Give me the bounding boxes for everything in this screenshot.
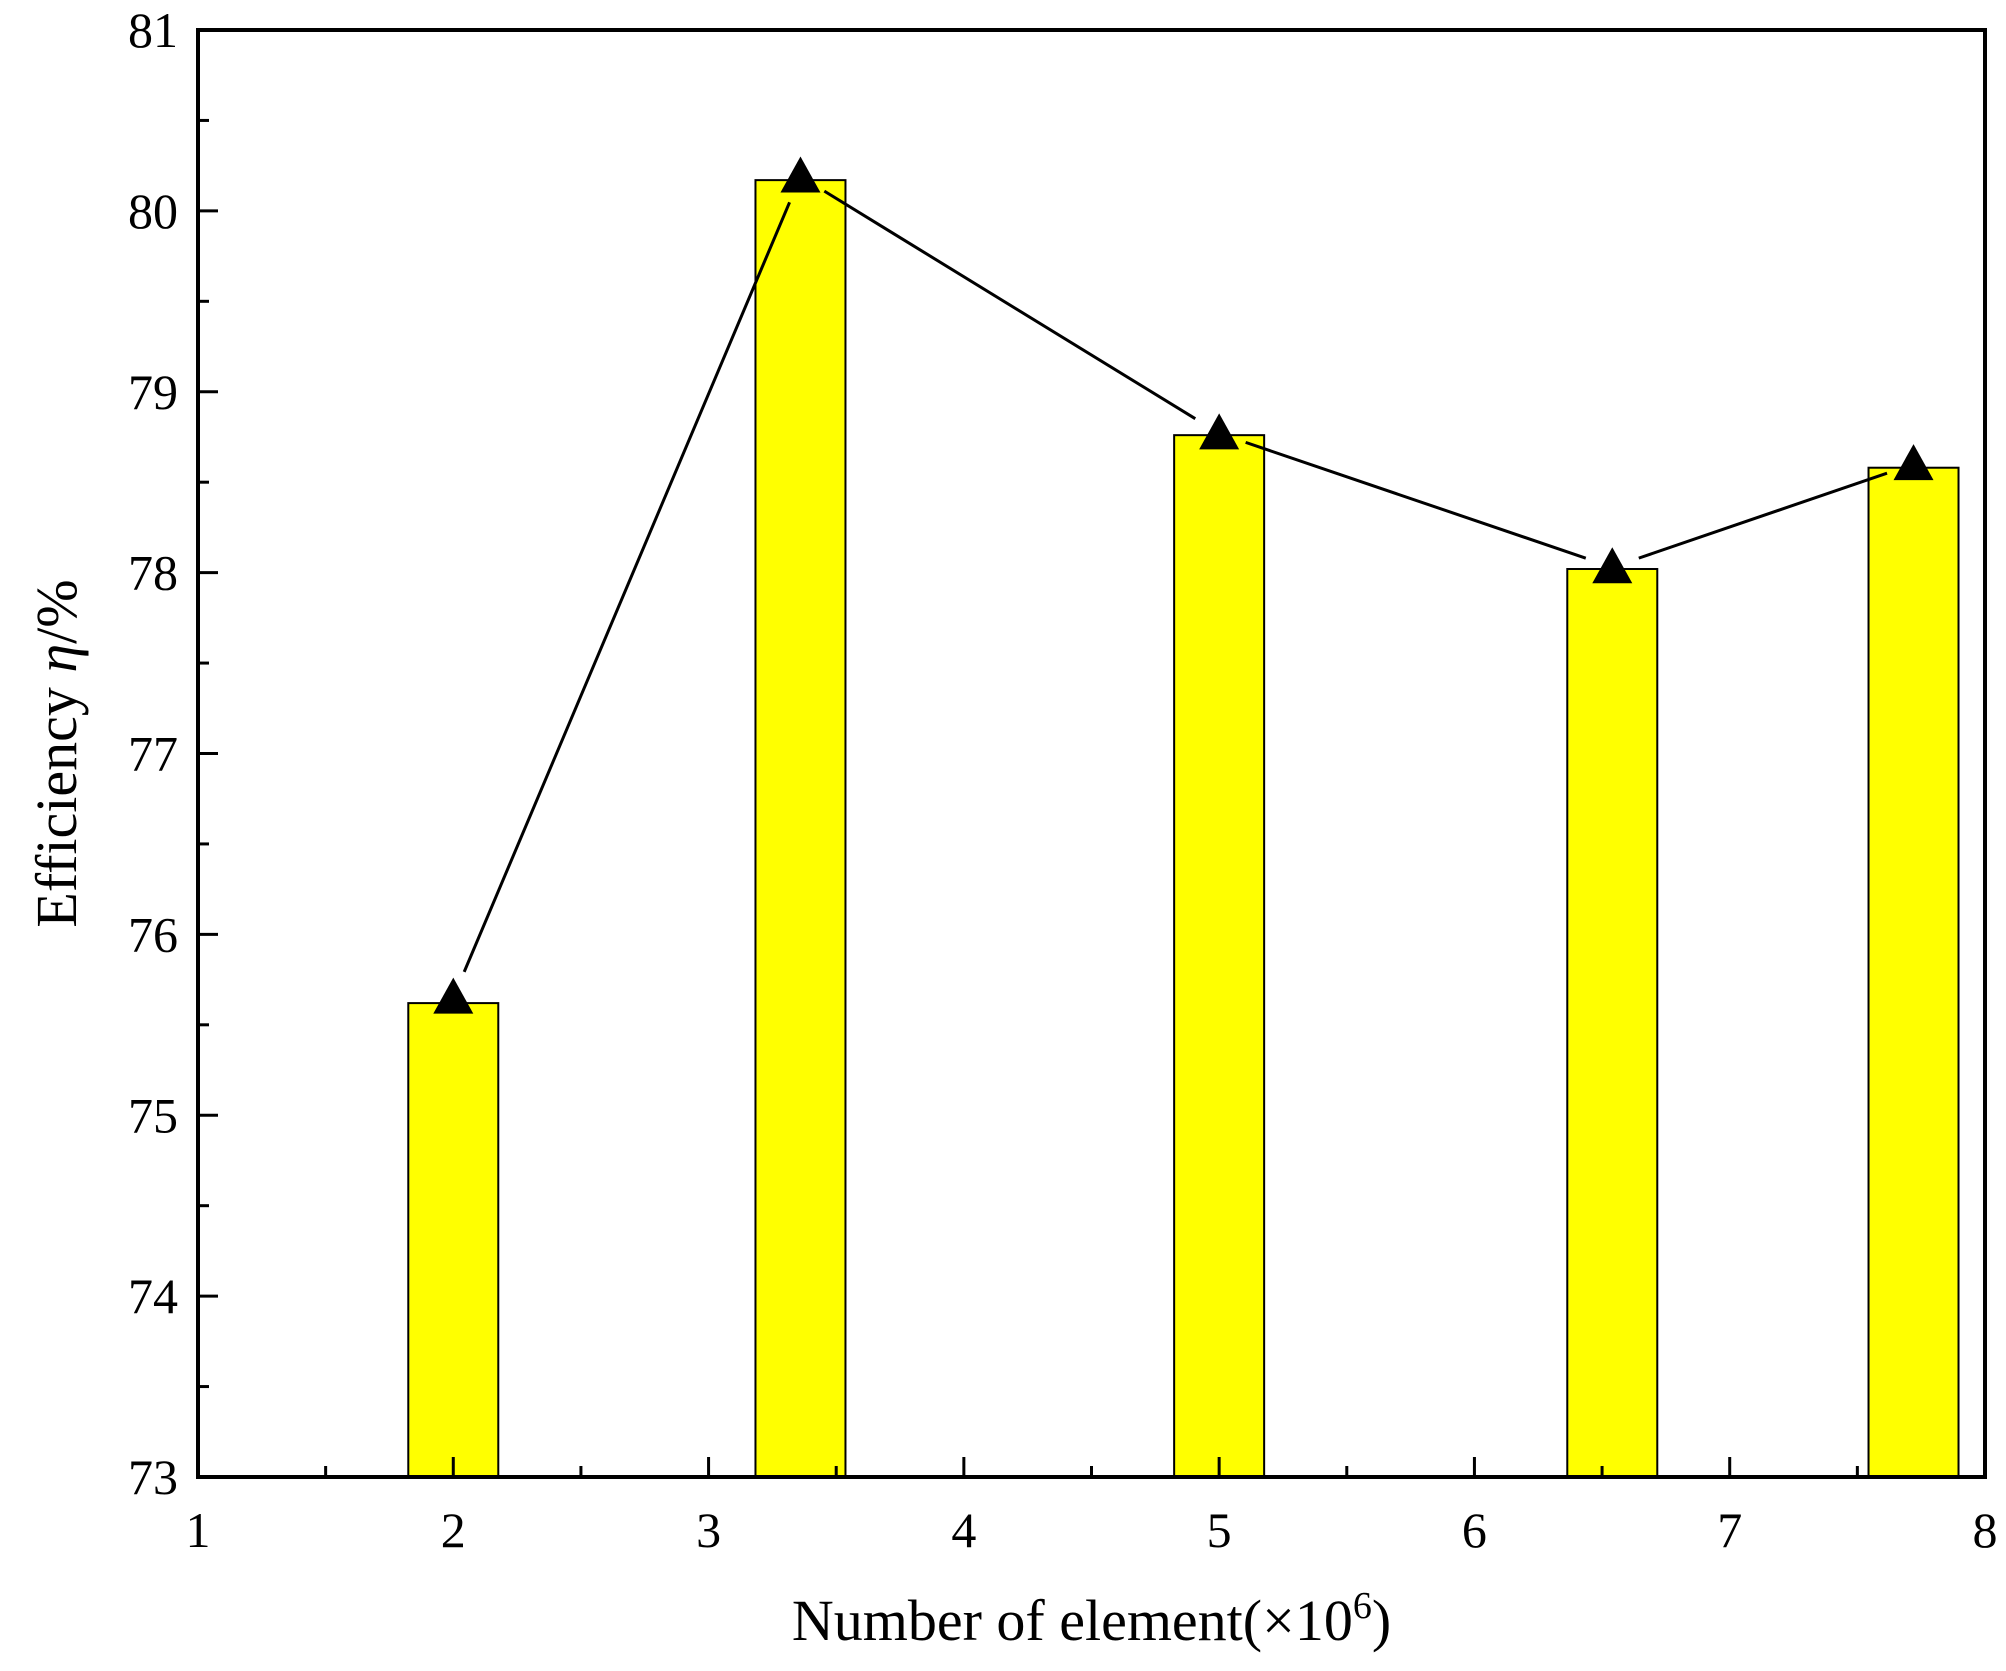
x-axis-title: Number of element(×106) (792, 1585, 1391, 1653)
trend-segment-2 (823, 189, 1197, 420)
y-tick-label: 81 (128, 2, 178, 58)
y-tick-label: 74 (128, 1268, 178, 1324)
x-tick-label: 4 (951, 1502, 976, 1558)
marker-3 (1199, 413, 1240, 450)
trend-segment-4 (1638, 471, 1888, 560)
x-tick-label: 3 (696, 1502, 721, 1558)
marker-1 (433, 977, 474, 1014)
y-tick-label: 80 (128, 183, 178, 239)
x-tick-label: 5 (1207, 1502, 1232, 1558)
y-axis-title: Efficiency η/% (24, 579, 89, 927)
x-tick-label: 2 (441, 1502, 466, 1558)
trend-segment-1 (462, 201, 791, 973)
bar-1 (407, 1002, 500, 1478)
y-tick-label: 79 (128, 364, 178, 420)
bar-2 (754, 179, 847, 1479)
marker-5 (1893, 444, 1934, 481)
marker-2 (780, 156, 821, 193)
y-tick-label: 77 (128, 726, 178, 782)
bar-4 (1566, 568, 1659, 1478)
y-tick-label: 75 (128, 1087, 178, 1143)
x-axis-ticks: 1 2 3 4 5 6 7 8 (186, 1457, 1998, 1558)
bar-5 (1867, 466, 1960, 1478)
marker-4 (1592, 547, 1633, 584)
bar-3 (1173, 434, 1266, 1478)
trend-line-group (462, 189, 1888, 973)
y-tick-label: 73 (128, 1449, 178, 1505)
y-axis-ticks: 73 74 75 76 77 78 79 80 81 (128, 2, 218, 1505)
bars-group (407, 179, 1960, 1479)
x-tick-label: 8 (1973, 1502, 1998, 1558)
x-tick-label: 1 (186, 1502, 211, 1558)
x-tick-label: 7 (1717, 1502, 1742, 1558)
trend-segment-3 (1245, 440, 1587, 560)
x-tick-label: 6 (1462, 1502, 1487, 1558)
y-tick-label: 78 (128, 545, 178, 601)
markers-group (433, 156, 1934, 1014)
y-tick-label: 76 (128, 906, 178, 962)
